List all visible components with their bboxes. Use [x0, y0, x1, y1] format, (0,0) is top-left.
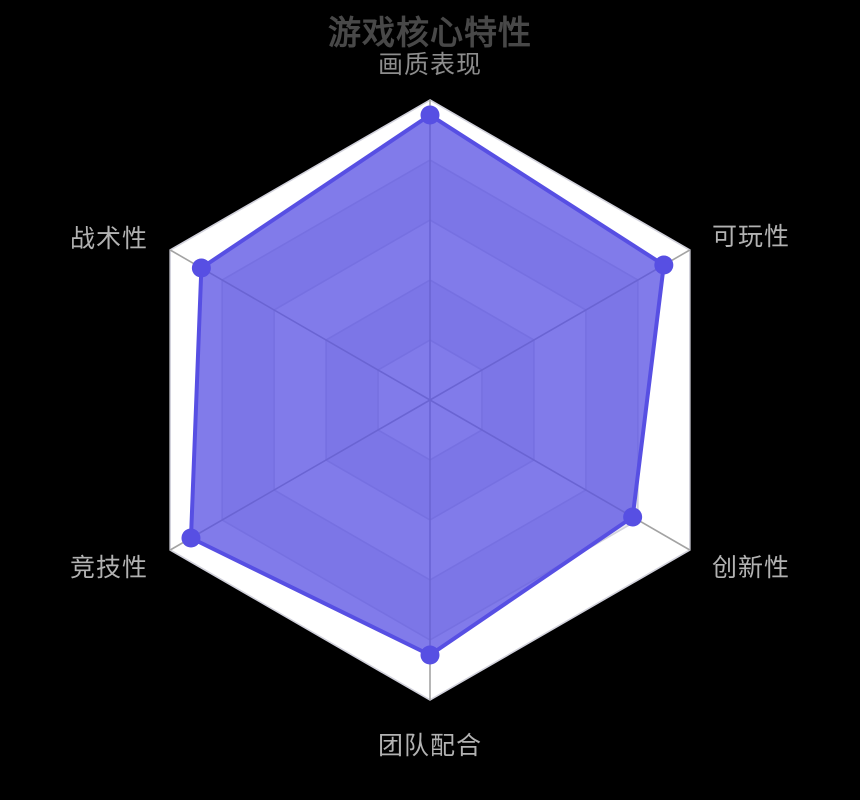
series-point [654, 255, 674, 275]
axis-label-kewanxing: 可玩性 [712, 222, 791, 251]
series-point [623, 507, 643, 527]
series-point [191, 258, 211, 278]
axis-label-zhanshuxing: 战术性 [69, 224, 148, 253]
series-point [420, 645, 440, 665]
series-point [420, 105, 440, 125]
series-point [181, 528, 201, 548]
chart-title: 游戏核心特性 [328, 13, 532, 52]
axis-label-chuangxinxing: 创新性 [712, 553, 791, 582]
axis-label-huazhi: 画质表现 [377, 50, 483, 79]
axis-label-jingjixing: 竞技性 [69, 553, 148, 582]
series-points [181, 105, 674, 665]
axis-label-tuanduipeihe: 团队配合 [377, 731, 483, 760]
